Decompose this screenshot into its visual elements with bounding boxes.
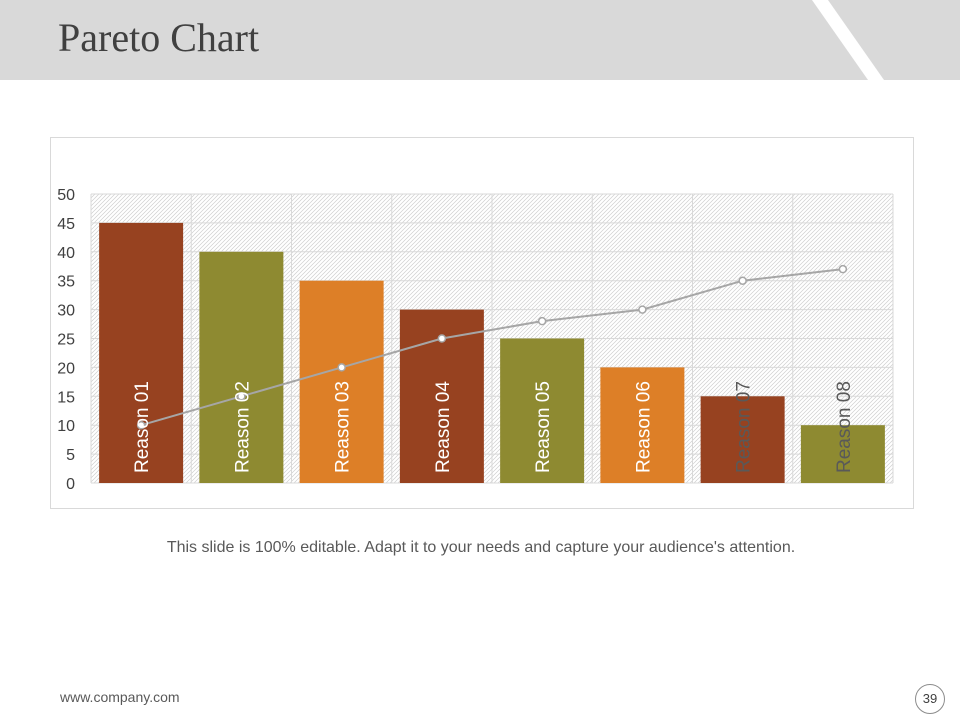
line-point-8 <box>838 264 848 274</box>
line-point-7 <box>738 276 747 285</box>
bar-7 <box>700 396 785 483</box>
footer-url[interactable]: www.company.com <box>60 689 180 705</box>
category-label-2: Reason 02 <box>232 381 253 473</box>
category-label-1: Reason 01 <box>132 381 153 473</box>
bar-1 <box>99 222 184 483</box>
line-point-1 <box>136 420 146 430</box>
category-label-5: Reason 05 <box>533 381 554 473</box>
y-tick-label: 40 <box>57 245 75 262</box>
header-band-tail <box>828 0 960 80</box>
header-band-shape <box>0 0 868 80</box>
line-point-6 <box>638 305 647 314</box>
bar-2 <box>199 251 284 483</box>
category-label-6: Reason 06 <box>633 381 654 473</box>
y-tick-label: 20 <box>57 360 75 377</box>
category-label-4: Reason 04 <box>433 381 454 473</box>
bar-6 <box>600 367 685 483</box>
y-tick-label: 30 <box>57 303 75 320</box>
bar-8 <box>800 425 885 483</box>
category-label-7: Reason 07 <box>734 381 755 473</box>
chart-svg: 0 5 10 15 20 25 30 35 40 45 50 Reason 01 Reason 02 R… <box>57 187 894 493</box>
line-point-3 <box>337 363 346 372</box>
slide-caption: This slide is 100% editable. Adapt it to… <box>166 539 796 556</box>
y-tick-label: 25 <box>57 332 75 349</box>
y-tick-label: 5 <box>66 447 75 464</box>
line-point-2 <box>237 392 246 401</box>
bar-5 <box>500 338 585 483</box>
page-number-badge: 39 <box>915 684 945 714</box>
y-tick-label: 35 <box>57 274 75 291</box>
pareto-line <box>140 268 843 427</box>
slide-title: Pareto Chart <box>58 15 260 60</box>
line-point-5 <box>537 316 547 326</box>
bar-3 <box>299 280 384 483</box>
y-tick-label: 45 <box>57 216 75 233</box>
y-tick-label: 50 <box>57 187 75 204</box>
y-tick-label: 15 <box>57 389 75 406</box>
category-label-3: Reason 03 <box>333 381 354 473</box>
category-label-8: Reason 08 <box>834 381 855 473</box>
pareto-chart: 0 5 10 15 20 25 30 35 40 45 50 Reason 01 Reason 02 R… <box>50 137 914 509</box>
y-tick-label: 0 <box>66 476 75 493</box>
header-band <box>0 0 960 80</box>
line-point-4 <box>437 334 447 343</box>
y-tick-label: 10 <box>57 418 75 435</box>
